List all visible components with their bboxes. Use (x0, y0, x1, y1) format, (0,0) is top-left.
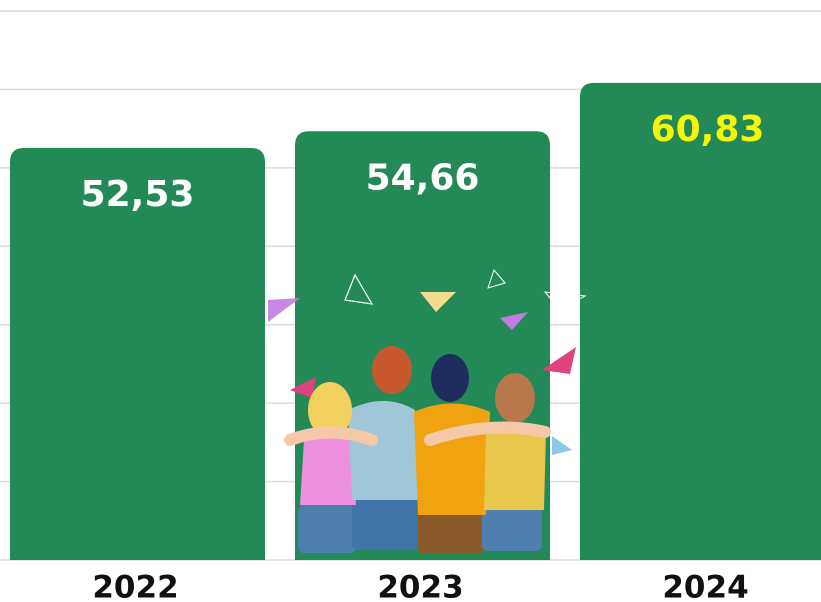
value-label: 52,53 (81, 174, 195, 215)
value-label: 54,66 (366, 157, 480, 198)
bar (580, 83, 821, 560)
x-tick-label: 2023 (377, 570, 463, 602)
chart: 52,53 2022 54,66 2023 60,83 2024 (0, 0, 821, 602)
x-tick-label: 2022 (92, 570, 178, 602)
value-label: 60,83 (651, 109, 765, 150)
x-tick-label: 2024 (662, 570, 748, 602)
